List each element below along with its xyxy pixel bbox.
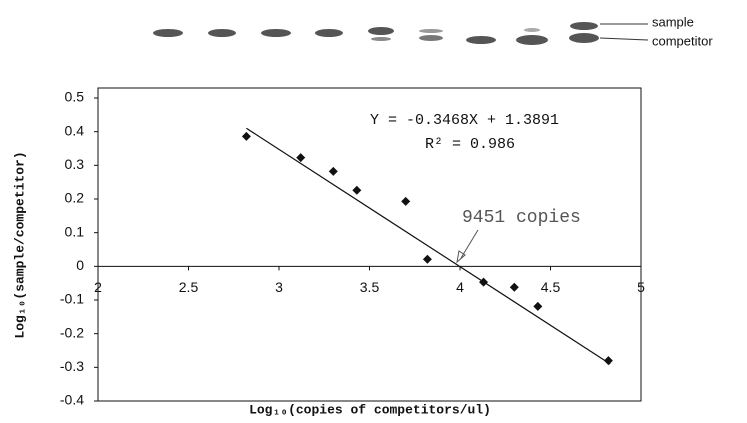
y-tick-label: 0.4 bbox=[65, 122, 85, 138]
x-tick-label: 3 bbox=[275, 279, 283, 295]
y-tick-label: 0 bbox=[76, 257, 84, 273]
trendline bbox=[246, 128, 610, 364]
page: {"chart_data": {"type": "scatter", "gel_… bbox=[0, 0, 747, 423]
y-tick-label: -0.3 bbox=[60, 358, 84, 374]
point bbox=[604, 356, 613, 365]
r-squared: R² = 0.986 bbox=[425, 136, 515, 153]
gel-label: competitor bbox=[652, 33, 713, 48]
y-tick-label: 0.5 bbox=[65, 89, 85, 105]
point bbox=[510, 283, 519, 292]
y-tick-label: 0.2 bbox=[65, 190, 85, 206]
point bbox=[423, 255, 432, 264]
x-axis-title: Log₁₀(copies of competitors/ul) bbox=[249, 402, 491, 417]
y-tick-label: -0.4 bbox=[60, 392, 84, 408]
x-tick-label: 2 bbox=[94, 279, 102, 295]
x-tick-label: 4 bbox=[456, 279, 464, 295]
gel-image bbox=[153, 22, 599, 45]
plot-frame bbox=[98, 88, 641, 401]
y-tick-label: 0.3 bbox=[65, 156, 85, 172]
point bbox=[479, 278, 488, 287]
gel-pointer bbox=[600, 38, 648, 40]
equation: Y = -0.3468X + 1.3891 bbox=[370, 112, 559, 129]
gel-label: sample bbox=[652, 14, 694, 29]
chart: sample competitor Log₁₀(sample/competito… bbox=[0, 0, 747, 423]
y-axis-title: Log₁₀(sample/competitor) bbox=[12, 151, 27, 338]
x-tick-label: 5 bbox=[637, 279, 645, 295]
point bbox=[352, 186, 361, 195]
point bbox=[533, 302, 542, 311]
y-tick-label: 0.1 bbox=[65, 223, 85, 239]
point bbox=[401, 197, 410, 206]
point bbox=[329, 167, 338, 176]
x-tick-label: 4.5 bbox=[541, 279, 561, 295]
x-tick-label: 3.5 bbox=[360, 279, 380, 295]
y-tick-label: -0.1 bbox=[60, 291, 84, 307]
x-tick-label: 2.5 bbox=[179, 279, 199, 295]
point bbox=[242, 132, 251, 141]
y-tick-label: -0.2 bbox=[60, 324, 84, 340]
annotation: 9451 copies bbox=[462, 208, 581, 228]
